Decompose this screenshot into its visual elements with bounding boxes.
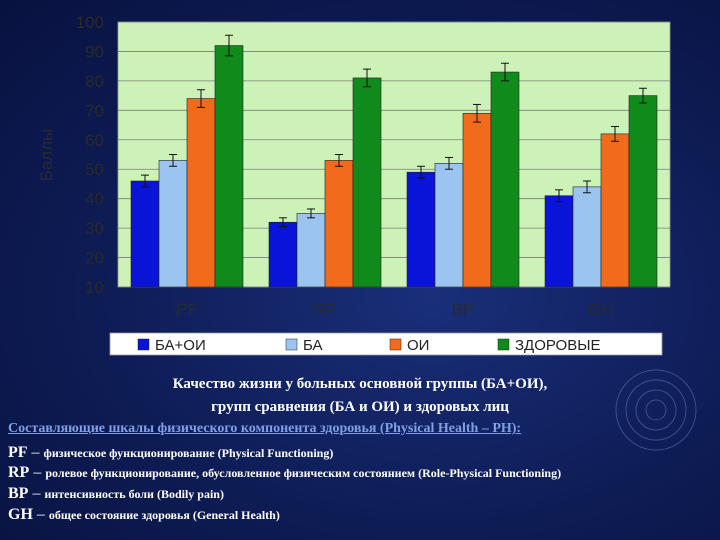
definition-text: ролевое функционирование, обусловленное … (45, 466, 562, 480)
y-tick-label: 50 (85, 160, 104, 179)
chart-svg: Баллы 10 20 30 40 50 60 70 80 90 100 PF RP BP GH БА+… (37, 13, 671, 356)
legend-label: БА+ОИ (155, 337, 206, 354)
bar (490, 71, 520, 288)
bar (130, 180, 160, 288)
definition-abbr: BP (8, 485, 29, 502)
definition-abbr: RP (8, 464, 30, 481)
y-tick-label: 60 (85, 131, 104, 150)
legend-swatch (137, 338, 150, 351)
bar (158, 160, 188, 288)
bar (600, 133, 630, 288)
quality-of-life-bar-chart: Баллы 10 20 30 40 50 60 70 80 90 100 PF RP BP GH БА+… (37, 13, 671, 356)
definition-text: интенсивность боли (Bodily pain) (44, 487, 224, 501)
bar (296, 213, 326, 288)
chart-caption-line-1: Качество жизни у больных основной группы… (172, 376, 548, 392)
y-axis-label: Баллы (37, 129, 56, 182)
bar (186, 98, 216, 288)
bar (324, 160, 354, 288)
legend-swatch (497, 338, 510, 351)
definition-text: физическое функционирование (Physical Fu… (43, 446, 334, 460)
legend-label: ОИ (407, 337, 429, 354)
y-tick-label: 70 (85, 101, 104, 120)
bar (628, 95, 658, 288)
bar (462, 112, 492, 288)
bar (352, 77, 382, 288)
swirl-decoration-icon (615, 369, 697, 451)
bar (214, 45, 244, 288)
bar (572, 186, 602, 288)
x-tick-label: GH (588, 300, 614, 319)
bar (544, 195, 574, 288)
y-tick-label: 40 (85, 190, 104, 209)
bar (406, 171, 436, 288)
definition-gh: GH – общее состояние здоровья (General H… (8, 506, 280, 523)
y-tick-label: 100 (76, 13, 104, 32)
y-tick-label: 90 (85, 42, 104, 61)
bar (434, 163, 464, 288)
definition-text: общее состояние здоровья (General Health… (48, 508, 280, 522)
legend-label: ЗДОРОВЫЕ (515, 337, 601, 354)
definition-abbr: PF (8, 444, 28, 461)
definition-rp: RP – ролевое функционирование, обусловле… (8, 464, 562, 481)
y-tick-label: 20 (85, 249, 104, 268)
definition-pf: PF – физическое функционирование (Physic… (8, 444, 334, 461)
x-tick-label: BP (452, 300, 475, 319)
chart-caption-line-2: групп сравнения (БА и ОИ) и здоровых лиц (211, 399, 509, 415)
bar (268, 221, 298, 288)
components-heading: Составляющие шкалы физического компонент… (8, 421, 522, 436)
legend-swatch (389, 338, 402, 351)
y-tick-label: 10 (85, 278, 104, 297)
x-tick-label: RP (313, 300, 337, 319)
x-tick-label: PF (176, 300, 198, 319)
chart-legend-box (109, 332, 663, 356)
definition-abbr: GH (8, 506, 33, 523)
legend-swatch (285, 338, 298, 351)
y-tick-label: 80 (85, 72, 104, 91)
definition-bp: BP – интенсивность боли (Bodily pain) (8, 485, 224, 502)
y-tick-label: 30 (85, 219, 104, 238)
legend-label: БА (303, 337, 323, 354)
